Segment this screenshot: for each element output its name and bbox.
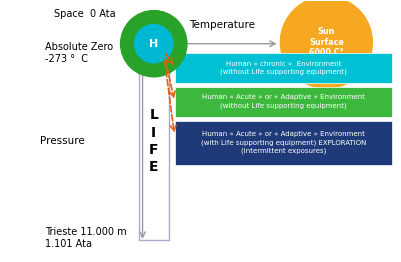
Ellipse shape bbox=[135, 25, 173, 63]
Text: Absolute Zero
-273 °  C: Absolute Zero -273 ° C bbox=[45, 42, 113, 64]
Ellipse shape bbox=[121, 10, 187, 77]
Text: Human « Acute » or « Adaptive » Environment
(without Life supporting equipment): Human « Acute » or « Adaptive » Environm… bbox=[202, 94, 365, 109]
Text: L
I
F
E: L I F E bbox=[149, 108, 158, 174]
Text: Pressure: Pressure bbox=[40, 137, 85, 146]
Text: Human « Acute » or « Adaptive » Environment
(with Life supporting equipment) EXP: Human « Acute » or « Adaptive » Environm… bbox=[201, 132, 366, 155]
Ellipse shape bbox=[280, 0, 373, 88]
Text: Human « chronic »  Environment
(without Life supporting equipment): Human « chronic » Environment (without L… bbox=[220, 61, 347, 75]
FancyBboxPatch shape bbox=[139, 16, 168, 241]
Text: Space  0 Ata: Space 0 Ata bbox=[54, 9, 115, 19]
FancyBboxPatch shape bbox=[174, 87, 392, 117]
FancyBboxPatch shape bbox=[174, 53, 392, 83]
Text: Temperature: Temperature bbox=[190, 20, 255, 30]
FancyBboxPatch shape bbox=[174, 121, 392, 165]
Text: H: H bbox=[149, 39, 158, 49]
Text: Trieste 11.000 m
1.101 Ata: Trieste 11.000 m 1.101 Ata bbox=[45, 227, 126, 249]
Text: Sun
Surface
6000 C°: Sun Surface 6000 C° bbox=[309, 28, 344, 57]
